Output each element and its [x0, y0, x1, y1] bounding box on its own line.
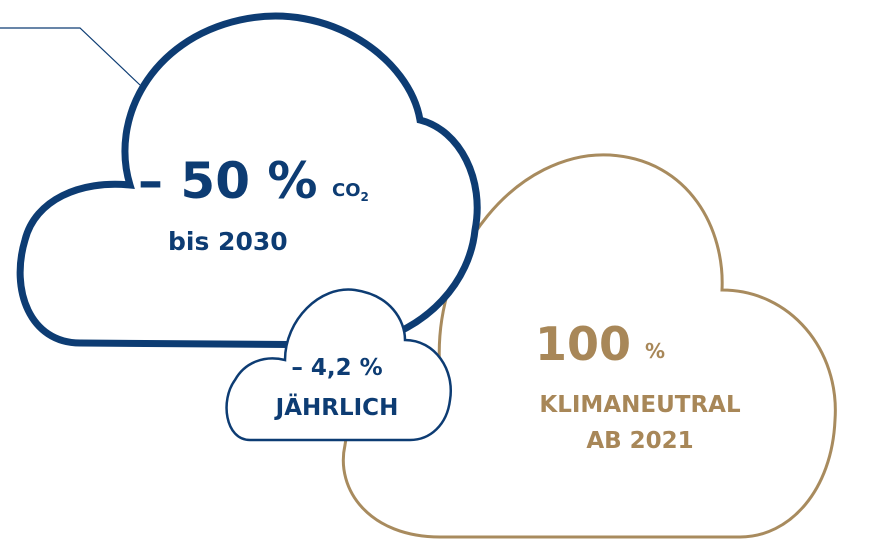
small-cloud	[225, 288, 453, 442]
unit-text: CO	[332, 180, 361, 201]
blue-unit: CO2	[332, 180, 369, 204]
gold-caption: AB 2021	[586, 428, 693, 454]
leader-line	[0, 27, 141, 86]
small-value: – 4,2 %	[291, 355, 382, 381]
blue-cloud	[16, 12, 481, 349]
blue-caption: bis 2030	[168, 227, 288, 256]
gold-value: 100	[535, 317, 631, 371]
gold-caption: KLIMANEUTRAL	[539, 392, 741, 418]
unit-subscript: 2	[361, 190, 369, 204]
gold-unit: %	[645, 339, 665, 363]
blue-value: – 50 %	[138, 152, 318, 210]
small-caption: JÄHRLICH	[274, 393, 399, 421]
